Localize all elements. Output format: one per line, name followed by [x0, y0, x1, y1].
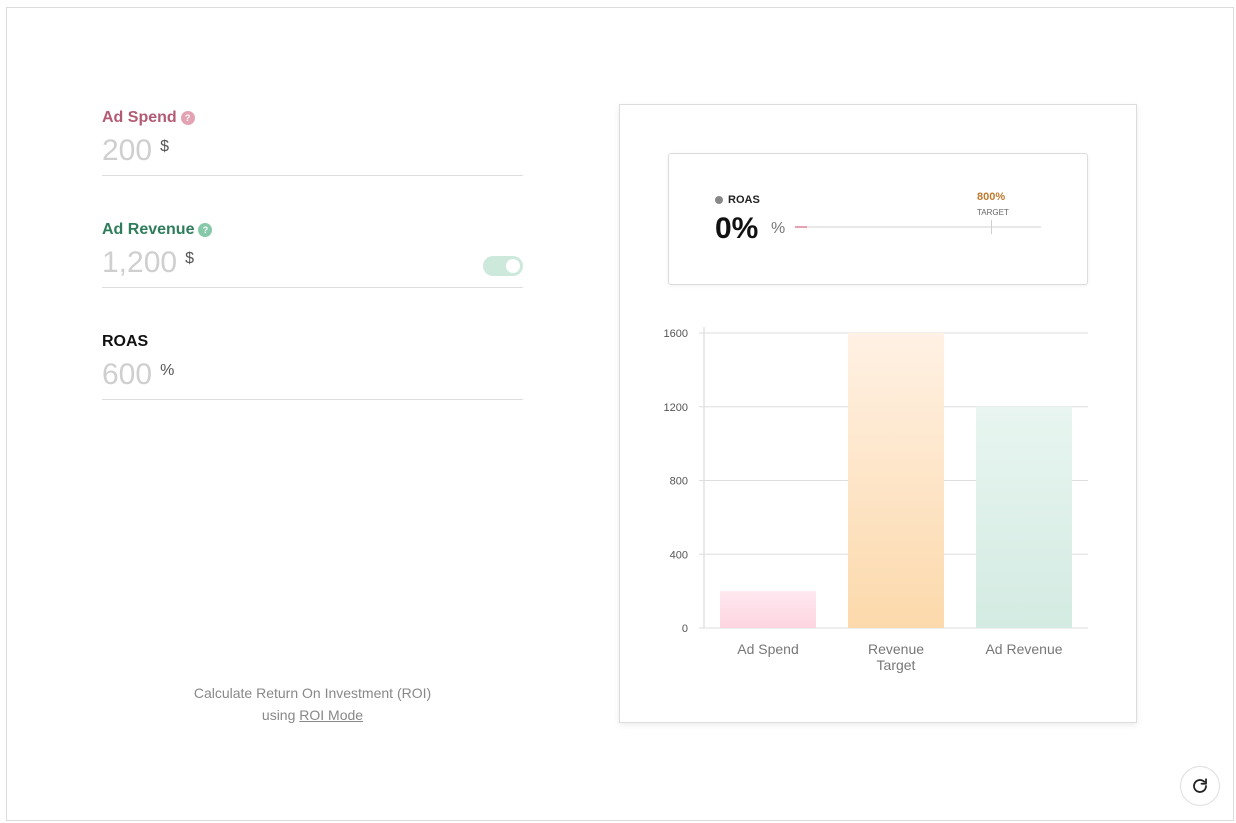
ad-spend-field[interactable]: Ad Spend ? 200 $: [102, 108, 523, 176]
x-tick-label: Ad Spend: [737, 641, 799, 657]
y-tick-label: 1600: [664, 328, 688, 340]
help-icon[interactable]: ?: [198, 223, 213, 237]
roas-summary-box: ROAS 0% % 800% TARGET: [668, 153, 1088, 285]
ad-spend-value-row[interactable]: 200 $: [102, 134, 169, 168]
ad-revenue-field[interactable]: Ad Revenue ? 1,200 $: [102, 220, 523, 288]
x-tick-label: Target: [877, 657, 916, 673]
ad-revenue-unit: $: [185, 250, 194, 267]
roas-summary-title: ROAS: [728, 194, 760, 206]
y-tick-label: 0: [682, 623, 688, 635]
ad-spend-label: Ad Spend: [102, 109, 177, 126]
ad-revenue-label: Ad Revenue: [102, 221, 195, 238]
roi-mode-note: Calculate Return On Investment (ROI) usi…: [102, 682, 523, 726]
refresh-icon: [1193, 778, 1207, 793]
bar-revenue-target: [848, 333, 944, 628]
x-tick-label: Ad Revenue: [985, 641, 1062, 657]
footer-prefix: using: [261, 707, 300, 723]
roi-mode-link[interactable]: ROI Mode: [299, 707, 364, 723]
roas-summary-unit: %: [771, 220, 786, 237]
ad-revenue-label-row: Ad Revenue ?: [102, 220, 213, 240]
bar-ad-spend: [720, 591, 816, 628]
target-value: 800%: [977, 191, 1006, 203]
roas-dot-icon: [715, 196, 723, 204]
ad-revenue-input[interactable]: 1,200: [102, 246, 178, 279]
roas-unit: %: [160, 362, 175, 379]
target-marker: [991, 220, 992, 234]
toggle-knob: [506, 259, 520, 273]
y-tick-label: 800: [670, 476, 688, 488]
roas-label: ROAS: [102, 333, 149, 350]
roas-value-row[interactable]: 600 %: [102, 358, 174, 392]
roas-progress-track: [795, 226, 1041, 228]
help-icon[interactable]: ?: [180, 111, 195, 125]
ad-spend-input[interactable]: 200: [102, 134, 153, 167]
y-tick-label: 1200: [664, 402, 688, 414]
ad-spend-unit: $: [160, 138, 169, 155]
footer-line-1: Calculate Return On Investment (ROI): [193, 685, 432, 701]
target-label: TARGET: [977, 208, 1009, 217]
y-tick-label: 400: [670, 549, 688, 561]
results-card: ROAS 0% % 800% TARGET 0 400 800 1200 1600 Ad …: [619, 104, 1137, 723]
ad-revenue-value-row[interactable]: 1,200 $: [102, 246, 194, 280]
roas-input[interactable]: 600: [102, 358, 153, 391]
refresh-button[interactable]: [1180, 766, 1220, 806]
ad-revenue-toggle[interactable]: [483, 256, 523, 276]
footer-line-2: using ROI Mode: [102, 704, 523, 726]
bar-ad-revenue: [976, 406, 1072, 628]
roas-progress-fill: [795, 226, 807, 228]
roas-summary-value: 0%: [715, 212, 759, 245]
x-tick-label: Revenue: [868, 641, 924, 657]
ad-spend-label-row: Ad Spend ?: [102, 108, 195, 128]
roas-field[interactable]: ROAS 600 %: [102, 332, 523, 400]
roas-summary-header: ROAS: [715, 194, 760, 206]
roas-label-row: ROAS: [102, 332, 148, 352]
